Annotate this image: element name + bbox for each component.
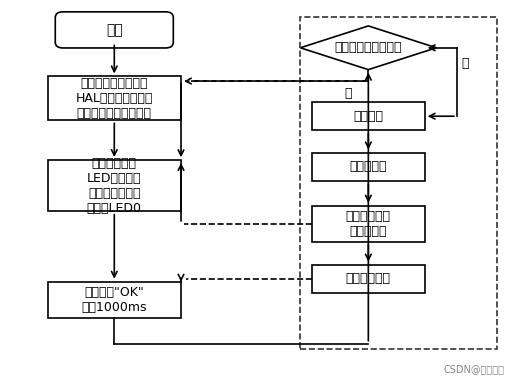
- Bar: [312, 152, 425, 181]
- Text: 执行对应的按
键中断处理: 执行对应的按 键中断处理: [346, 210, 391, 238]
- Bar: [312, 102, 425, 131]
- Text: 清除中断标记: 清除中断标记: [346, 272, 391, 285]
- Bar: [47, 282, 181, 318]
- Polygon shape: [300, 26, 437, 70]
- Text: 触发中断: 触发中断: [353, 110, 383, 123]
- Bar: [300, 16, 496, 349]
- Text: CSDN@正点原子: CSDN@正点原子: [443, 364, 504, 374]
- Bar: [312, 265, 425, 293]
- Text: 是: 是: [461, 57, 469, 70]
- FancyBboxPatch shape: [55, 12, 173, 48]
- Bar: [47, 160, 181, 211]
- Text: 开始: 开始: [106, 23, 123, 37]
- Text: 否: 否: [344, 87, 351, 100]
- Text: 系统级别的初始化：
HAL库、系统时钟、
延时函数和串口初始化: 系统级别的初始化： HAL库、系统时钟、 延时函数和串口初始化: [76, 77, 153, 120]
- Bar: [47, 77, 181, 120]
- Bar: [312, 206, 425, 242]
- Text: 读取中断源: 读取中断源: [350, 160, 387, 173]
- Text: 任意时刻按下按键？: 任意时刻按下按键？: [334, 41, 402, 54]
- Text: 串口打印"OK"
延时1000ms: 串口打印"OK" 延时1000ms: [82, 286, 147, 314]
- Text: 用户初始化：
LED灯初始化
外部中断初始化
先点亮LED0: 用户初始化： LED灯初始化 外部中断初始化 先点亮LED0: [87, 157, 142, 215]
